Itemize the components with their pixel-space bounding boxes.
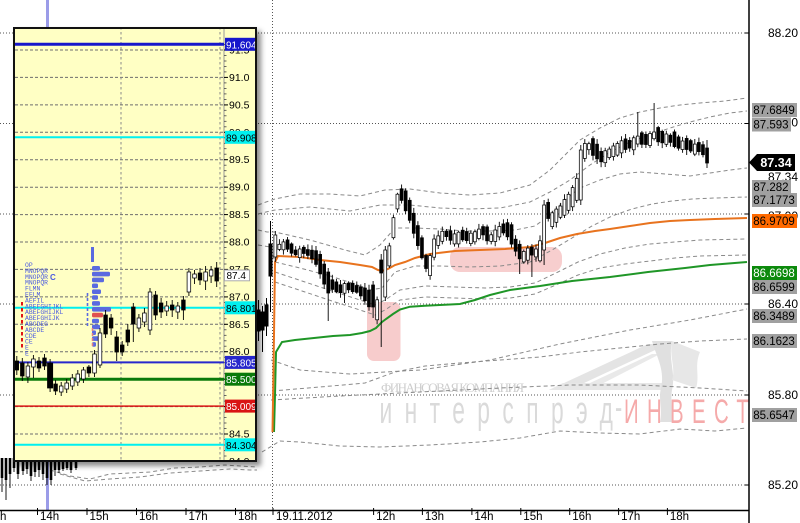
svg-text:16h: 16h [572,511,591,523]
svg-text:86.1623: 86.1623 [753,336,795,348]
svg-text:15h: 15h [523,511,542,523]
svg-text:86.3489: 86.3489 [753,311,795,323]
svg-text:91.604: 91.604 [226,40,257,51]
svg-text:18h: 18h [238,511,257,523]
svg-text:MNOPQR: MNOPQR [25,274,48,281]
svg-text:E: E [25,345,29,352]
svg-text:ФИНАНСОВАЯ КОМПАНИЯ: ФИНАНСОВАЯ КОМПАНИЯ [381,380,524,395]
svg-text:12h: 12h [376,511,395,523]
svg-text:17h: 17h [189,511,208,523]
svg-text:90.5: 90.5 [229,99,250,111]
svg-text:14h: 14h [40,511,59,523]
svg-text:89.5: 89.5 [229,154,250,166]
svg-text:MNOPQR: MNOPQR [25,280,48,287]
svg-text:FLMN: FLMN [25,286,41,293]
svg-text:EFLM: EFLM [25,292,41,299]
svg-text:87.282: 87.282 [753,182,788,194]
svg-text:ABEFGHIJKL: ABEFGHIJKL [25,309,64,316]
svg-text:ABCDE: ABCDE [25,327,44,334]
svg-text:85.009: 85.009 [226,402,257,413]
svg-text:18h: 18h [670,511,689,523]
svg-text:86.0: 86.0 [229,346,250,358]
svg-text:89.0: 89.0 [229,182,250,194]
svg-text:h: h [0,511,6,523]
svg-text:88.20: 88.20 [768,26,798,40]
svg-text:87.0: 87.0 [229,291,250,303]
svg-text:88.0: 88.0 [229,237,250,249]
svg-text:CE: CE [25,339,33,346]
svg-text:ABCDEG: ABCDEG [25,321,48,328]
svg-text:19.11.2012: 19.11.2012 [276,511,333,523]
svg-text:-: - [615,387,622,427]
svg-text:86.40: 86.40 [768,297,798,311]
svg-text:C: C [50,273,56,282]
svg-text:86.801: 86.801 [226,304,257,315]
svg-text:88.5: 88.5 [229,209,250,221]
svg-text:MNOPQR: MNOPQR [25,268,48,275]
svg-text:16h: 16h [139,511,158,523]
svg-text:AEFIL: AEFIL [25,297,44,304]
svg-text:E: E [25,351,29,358]
svg-text:85.80: 85.80 [768,388,798,402]
svg-text:CDE: CDE [25,333,37,340]
svg-text:85.805: 85.805 [226,358,257,369]
svg-text:13h: 13h [425,511,444,523]
svg-text:17h: 17h [621,511,640,523]
svg-text:86.5: 86.5 [229,319,250,331]
svg-text:86.6599: 86.6599 [753,282,795,294]
svg-text:86.9709: 86.9709 [753,216,795,228]
svg-text:87.4: 87.4 [227,271,247,282]
svg-text:86.6698: 86.6698 [753,268,795,280]
svg-text:89.908: 89.908 [226,133,257,144]
svg-text:85.500: 85.500 [226,375,257,386]
svg-text:87.6849: 87.6849 [753,105,795,117]
svg-text:OP: OP [25,262,33,269]
svg-text:интерспрэд: интерспрэд [380,389,613,431]
svg-text:84.304: 84.304 [226,441,257,452]
svg-text:ABEFGHIJK: ABEFGHIJK [25,315,60,322]
svg-text:14h: 14h [474,511,493,523]
svg-text:ИНВЕСТ: ИНВЕСТ [624,393,749,431]
svg-text:ABEFGHIJKL: ABEFGHIJKL [25,303,64,310]
svg-text:91.0: 91.0 [229,72,250,84]
svg-text:87.34: 87.34 [760,156,791,170]
svg-text:85.20: 85.20 [768,478,798,492]
svg-text:84.5: 84.5 [229,429,250,441]
svg-text:15h: 15h [90,511,109,523]
svg-text:87.593: 87.593 [753,120,788,132]
svg-text:87.1773: 87.1773 [753,195,795,207]
svg-text:85.6547: 85.6547 [753,410,795,422]
